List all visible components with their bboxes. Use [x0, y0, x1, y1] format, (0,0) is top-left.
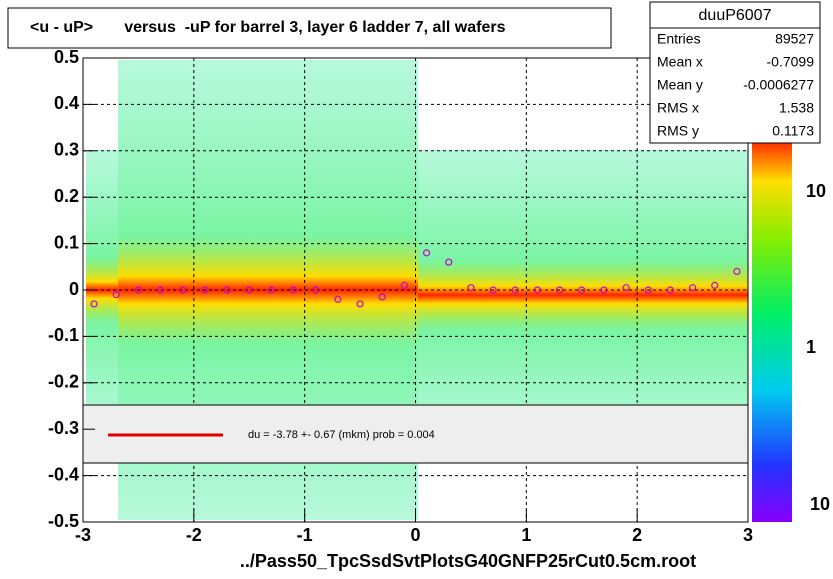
- profile-point: [578, 286, 586, 294]
- y-tick-label: -0.5: [48, 511, 79, 531]
- profile-point: [711, 281, 719, 289]
- y-tick-label: 0.5: [54, 47, 79, 67]
- profile-point: [201, 286, 209, 294]
- profile-point: [644, 286, 652, 294]
- profile-point: [489, 286, 497, 294]
- fit-text: du = -3.78 +- 0.67 (mkm) prob = 0.004: [248, 429, 435, 441]
- profile-point: [245, 286, 253, 294]
- profile-point: [422, 249, 431, 257]
- profile-point: [223, 286, 231, 294]
- profile-point: [289, 286, 298, 294]
- x-tick-label: 1: [521, 525, 531, 545]
- profile-point: [134, 286, 143, 294]
- colorbar-label: 10: [806, 181, 826, 201]
- profile-point: [378, 293, 386, 301]
- profile-point: [445, 258, 453, 266]
- stats-name: RMS x: [657, 100, 699, 116]
- profile-point: [555, 286, 564, 294]
- stats-value: 0.1173: [772, 123, 814, 139]
- x-tick-label: -2: [186, 525, 202, 545]
- profile-point: [156, 286, 165, 294]
- chart-title: <u - uP> versus -uP for barrel 3, layer …: [30, 19, 506, 36]
- stats-value: 1.538: [779, 100, 814, 116]
- profile-point: [688, 284, 697, 292]
- y-tick-label: -0.3: [48, 418, 79, 438]
- y-tick-label: -0.1: [48, 325, 79, 345]
- stats-title: duuP6007: [699, 7, 772, 24]
- profile-point: [666, 286, 675, 294]
- profile-point: [179, 286, 187, 294]
- stats-name: Mean x: [657, 54, 703, 70]
- y-tick-label: -0.4: [48, 464, 79, 484]
- profile-point: [356, 300, 364, 308]
- stats-name: RMS y: [657, 123, 699, 139]
- x-tick-label: 0: [410, 525, 420, 545]
- stats-value: -0.0006277: [743, 77, 814, 93]
- y-tick-label: 0.2: [54, 186, 79, 206]
- colorbar: [752, 143, 792, 522]
- x-tick-label: 2: [632, 525, 642, 545]
- profile-point: [600, 286, 608, 294]
- profile-point: [90, 300, 98, 308]
- profile-point: [112, 291, 120, 299]
- profile-point: [622, 284, 630, 292]
- x-tick-label: -1: [297, 525, 313, 545]
- x-tick-label: 3: [743, 525, 753, 545]
- stats-value: 89527: [775, 31, 814, 47]
- profile-point: [312, 286, 320, 294]
- stats-name: Mean y: [657, 77, 703, 93]
- stats-name: Entries: [657, 31, 701, 47]
- density: [418, 150, 748, 440]
- stats-value: -0.7099: [767, 54, 815, 70]
- colorbar-label: 10: [810, 494, 830, 514]
- profile-point: [400, 281, 409, 289]
- y-tick-label: 0.1: [54, 232, 79, 252]
- profile-point: [334, 295, 342, 303]
- y-tick-label: 0.3: [54, 140, 79, 160]
- profile-point: [511, 286, 519, 294]
- y-tick-label: 0: [69, 279, 79, 299]
- profile-point: [267, 286, 276, 294]
- colorbar-label: 1: [806, 337, 816, 357]
- y-tick-label: -0.2: [48, 372, 79, 392]
- stats-box: [649, 1, 821, 144]
- x-tick-label: -3: [75, 525, 91, 545]
- profile-point: [467, 284, 475, 292]
- profile-point: [533, 286, 542, 294]
- x-axis-label: ../Pass50_TpcSsdSvtPlotsG40GNFP25rCut0.5…: [240, 551, 696, 571]
- title-box: [7, 7, 612, 49]
- y-tick-label: 0.4: [54, 93, 79, 113]
- profile-point: [733, 267, 741, 276]
